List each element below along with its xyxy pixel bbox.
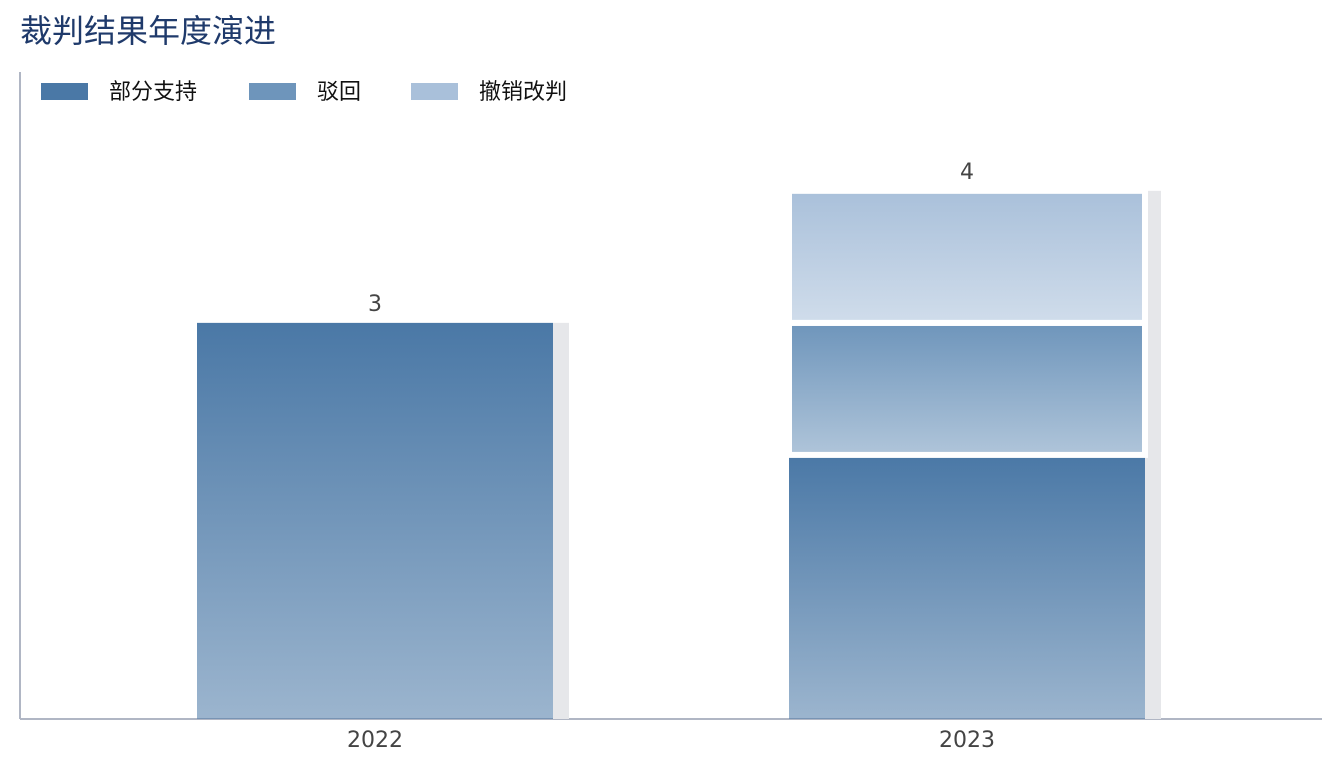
legend-swatch bbox=[249, 83, 296, 100]
legend-label: 撤销改判 bbox=[479, 80, 567, 105]
total-label: 3 bbox=[368, 292, 382, 317]
legend-swatch bbox=[411, 83, 458, 100]
legend-label: 部分支持 bbox=[109, 80, 197, 105]
chart-title: 裁判结果年度演进 bbox=[20, 12, 276, 50]
x-tick-label: 2023 bbox=[939, 728, 995, 753]
bar-shadow bbox=[1145, 190, 1161, 719]
bar-shadow bbox=[553, 322, 569, 719]
bar-segment bbox=[197, 322, 553, 719]
legend-swatch bbox=[41, 83, 88, 100]
total-label: 4 bbox=[960, 160, 974, 185]
legend-label: 驳回 bbox=[317, 80, 361, 105]
bar-segment bbox=[786, 187, 1148, 326]
x-tick-label: 2022 bbox=[347, 728, 403, 753]
bar-segment bbox=[789, 454, 1145, 719]
bar-segment bbox=[786, 319, 1148, 458]
